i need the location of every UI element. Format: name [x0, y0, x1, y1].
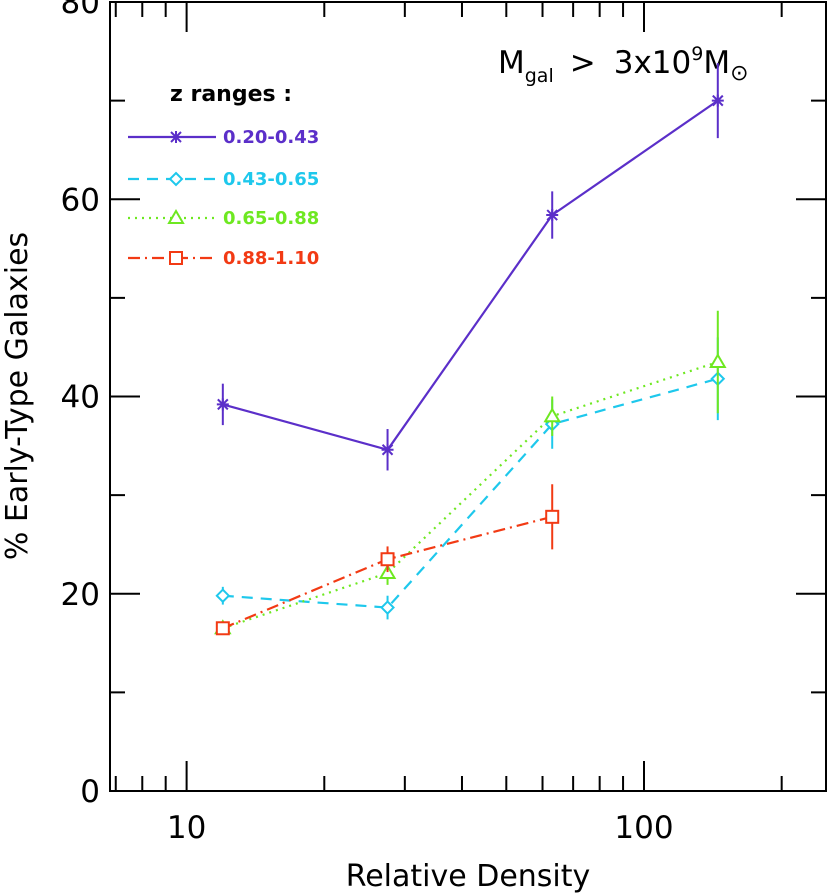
- data-point-marker: [543, 407, 561, 423]
- y-axis-title: % Early-Type Galaxies: [0, 232, 35, 560]
- legend-label: 0.20-0.43: [223, 127, 319, 148]
- mass-subscript: gal: [525, 65, 554, 87]
- data-point-marker-shape: [215, 621, 230, 636]
- data-point-marker-shape: [380, 552, 395, 567]
- x-axis-title: Relative Density: [346, 859, 591, 894]
- data-point-marker-shape: [546, 209, 559, 222]
- series-0.43-0.65: [215, 337, 726, 620]
- y-tick-label: 80: [61, 0, 100, 21]
- legend-marker: [167, 209, 185, 224]
- legend-marker-shape: [167, 209, 185, 224]
- data-point-marker-shape: [711, 94, 724, 107]
- legend-entry: 0.20-0.43: [128, 127, 319, 148]
- legend-entry: 0.88-1.10: [128, 248, 319, 269]
- data-point-marker-shape: [380, 600, 395, 615]
- mass-cut-annotation: Mgal >3x109M⊙: [498, 43, 749, 87]
- data-point-marker-shape: [381, 443, 394, 456]
- legend-marker-shape: [168, 171, 184, 187]
- series-line: [222, 360, 719, 630]
- data-point-marker-shape: [545, 509, 560, 524]
- data-point-marker: [545, 509, 560, 524]
- y-tick-label: 40: [61, 380, 100, 416]
- legend-marker: [169, 251, 183, 265]
- series-line: [222, 99, 719, 452]
- y-tick-label: 20: [61, 577, 100, 613]
- y-tick-label: 60: [61, 182, 100, 218]
- data-point-marker-shape: [543, 407, 561, 423]
- data-point-marker-shape: [709, 352, 727, 368]
- data-point-marker: [709, 352, 727, 368]
- data-point-marker: [711, 94, 724, 107]
- legend-label: 0.65-0.88: [223, 208, 319, 229]
- data-point-marker: [215, 588, 231, 604]
- data-point-marker: [380, 552, 395, 567]
- series-0.65-0.88: [214, 310, 727, 635]
- data-point-marker-shape: [216, 398, 229, 411]
- data-point-marker: [546, 209, 559, 222]
- mass-symbol: M: [498, 45, 525, 81]
- axis-ticks: [110, 1, 826, 792]
- legend-label: 0.88-1.10: [223, 248, 319, 269]
- data-point-marker: [216, 398, 229, 411]
- mass-cut-text: Mgal >3x109M⊙: [498, 43, 749, 87]
- legend-title: z ranges :: [170, 82, 292, 107]
- legend-marker: [168, 171, 184, 187]
- axis-tick-labels: 0 20 40 60 80 10 100: [61, 0, 674, 846]
- legend-marker: [170, 131, 182, 143]
- mass-unit: M: [703, 45, 730, 81]
- mass-coefficient: 3x10: [614, 45, 692, 81]
- legend-label: 0.43-0.65: [223, 169, 319, 190]
- series-0.88-1.10: [215, 484, 560, 636]
- mass-relation: >: [570, 45, 596, 81]
- legend-marker-shape: [170, 131, 182, 143]
- y-tick-label: 0: [80, 774, 100, 810]
- series-line: [222, 377, 719, 609]
- data-point-marker: [215, 621, 230, 636]
- legend-entry: 0.65-0.88: [128, 208, 319, 229]
- solar-symbol: ⊙: [730, 61, 748, 86]
- data-point-marker: [381, 443, 394, 456]
- legend: z ranges : 0.20-0.43 0.43-0.65 0.65-0.88 0.…: [128, 82, 319, 269]
- legend-marker-shape: [169, 251, 183, 265]
- mass-exponent: 9: [691, 43, 703, 65]
- data-point-marker: [380, 600, 395, 615]
- x-tick-label: 10: [167, 810, 206, 846]
- series-0.20-0.43: [216, 63, 724, 471]
- series-layer: [214, 63, 727, 636]
- data-point-marker-shape: [215, 588, 231, 604]
- legend-entry: 0.43-0.65: [128, 169, 319, 190]
- x-tick-label: 100: [614, 810, 673, 846]
